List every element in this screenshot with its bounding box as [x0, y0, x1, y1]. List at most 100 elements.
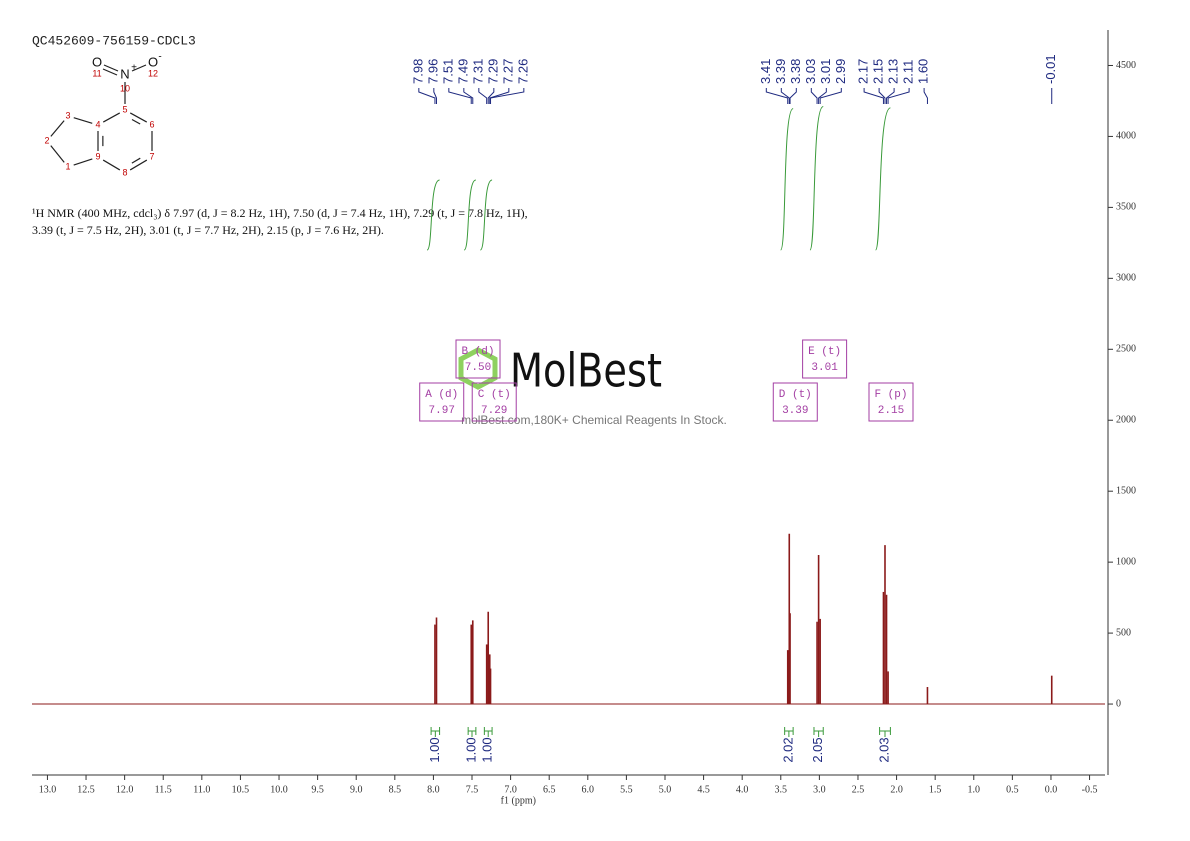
bond [50, 145, 65, 163]
y-tick-label: 2000 [1116, 415, 1136, 426]
multiplet-box [868, 382, 914, 422]
bond [73, 158, 93, 166]
y-tick-label: 500 [1116, 627, 1131, 638]
peak-label: 2.13 [886, 59, 901, 84]
watermark-logo: MolBest [510, 344, 662, 398]
multiplet-box [772, 382, 818, 422]
multiplet-box [802, 339, 848, 379]
peak-label: 7.49 [455, 59, 470, 84]
peak-connector [433, 88, 437, 104]
integral-label: 1.00 [480, 737, 495, 762]
bond [131, 64, 147, 72]
multiplet-shift: 7.29 [481, 405, 507, 417]
x-tick-label: 10.0 [270, 784, 288, 795]
multiplet-name: E (t) [808, 346, 841, 358]
peak-label: 7.96 [425, 59, 440, 84]
peak-connector [487, 88, 495, 104]
integral-curve [479, 179, 493, 251]
x-tick-label: 11.0 [193, 784, 210, 795]
y-tick-label: 1500 [1116, 485, 1136, 496]
atom-number: 3 [65, 110, 70, 120]
peak-connector [765, 88, 789, 104]
bond [73, 117, 93, 124]
peak-label: 2.11 [901, 60, 916, 84]
integral-bracket [879, 727, 891, 737]
multiplet-box [419, 382, 465, 422]
peak-label: 3.39 [773, 59, 788, 84]
integral-curve [426, 179, 440, 251]
x-tick-label: 13.0 [39, 784, 57, 795]
atom-number: 4 [95, 119, 100, 129]
peak-connector [863, 88, 884, 104]
x-tick-label: 7.5 [466, 784, 479, 795]
multiplet-box [455, 339, 501, 379]
atom-number: 2 [44, 135, 49, 145]
peak-label: 7.26 [515, 59, 530, 84]
peak-label: 7.31 [470, 59, 485, 84]
description-line: ¹H NMR (400 MHz, cdcl₃) δ 7.97 (d, J = 8… [32, 206, 528, 220]
multiplet-shift: 3.39 [782, 405, 808, 417]
peak-label: 2.17 [856, 59, 871, 84]
bond [102, 68, 118, 76]
charge: - [158, 52, 161, 63]
x-tick-label: 4.5 [697, 784, 710, 795]
peak-label: 3.01 [818, 59, 833, 84]
spectrum-title: QC452609-756159-CDCL3 [32, 33, 196, 48]
description-line: 3.39 (t, J = 7.5 Hz, 2H), 3.01 (t, J = 7… [32, 223, 384, 237]
peak-connector [886, 88, 895, 104]
peak-label: 7.27 [500, 59, 515, 84]
integral-bracket [483, 727, 493, 737]
x-tick-label: 6.0 [582, 784, 595, 795]
atom-number: 9 [95, 151, 100, 161]
bond [129, 159, 148, 171]
bond [102, 112, 121, 123]
y-tick-label: 2500 [1116, 344, 1136, 355]
y-tick-label: 1000 [1116, 556, 1136, 567]
peak-connector [887, 88, 910, 104]
integral-bracket [467, 727, 477, 737]
integral-curve [780, 108, 794, 251]
atom-number: 12 [148, 68, 158, 78]
y-tick-label: 4500 [1116, 60, 1136, 71]
integral-bracket [784, 727, 794, 737]
multiplet-shift: 3.01 [811, 362, 838, 374]
x-tick-label: 2.5 [852, 784, 865, 795]
x-tick-label: 3.5 [775, 784, 788, 795]
x-tick-label: 1.0 [968, 784, 981, 795]
peak-label: 2.15 [871, 59, 886, 84]
bond [131, 157, 141, 164]
integral-label: 2.05 [810, 737, 825, 762]
bond [129, 112, 148, 123]
integral-label: 2.03 [876, 737, 891, 762]
x-tick-label: 3.0 [813, 784, 826, 795]
watermark-text: molBest.com,180K+ Chemical Reagents In S… [461, 413, 727, 427]
y-tick-label: 0 [1116, 698, 1121, 709]
x-tick-label: 1.5 [929, 784, 942, 795]
peak-label: -0.01 [1043, 54, 1058, 84]
multiplet-shift: 2.15 [878, 405, 904, 417]
x-tick-label: 5.0 [659, 784, 672, 795]
x-tick-label: 6.5 [543, 784, 556, 795]
y-tick-label: 3500 [1116, 202, 1136, 213]
integral-label: 1.00 [427, 737, 442, 762]
peak-connector [490, 88, 525, 104]
peak-connector [810, 88, 818, 104]
x-tick-label: 8.0 [427, 784, 440, 795]
peak-label: 3.41 [758, 59, 773, 84]
multiplet-box [471, 382, 517, 422]
peak-connector [478, 88, 488, 104]
peak-connector [489, 88, 510, 104]
atom-number: 8 [122, 167, 127, 177]
peak-connector [463, 88, 474, 104]
peak-label: 3.03 [803, 59, 818, 84]
integral-curve [809, 106, 824, 251]
bond [102, 159, 121, 171]
multiplet-name: D (t) [779, 389, 812, 401]
x-tick-label: 9.5 [311, 784, 324, 795]
atom-label: O [92, 54, 102, 69]
x-tick-label: 9.0 [350, 784, 363, 795]
peak-label: 2.99 [833, 59, 848, 84]
x-tick-label: 10.5 [232, 784, 250, 795]
